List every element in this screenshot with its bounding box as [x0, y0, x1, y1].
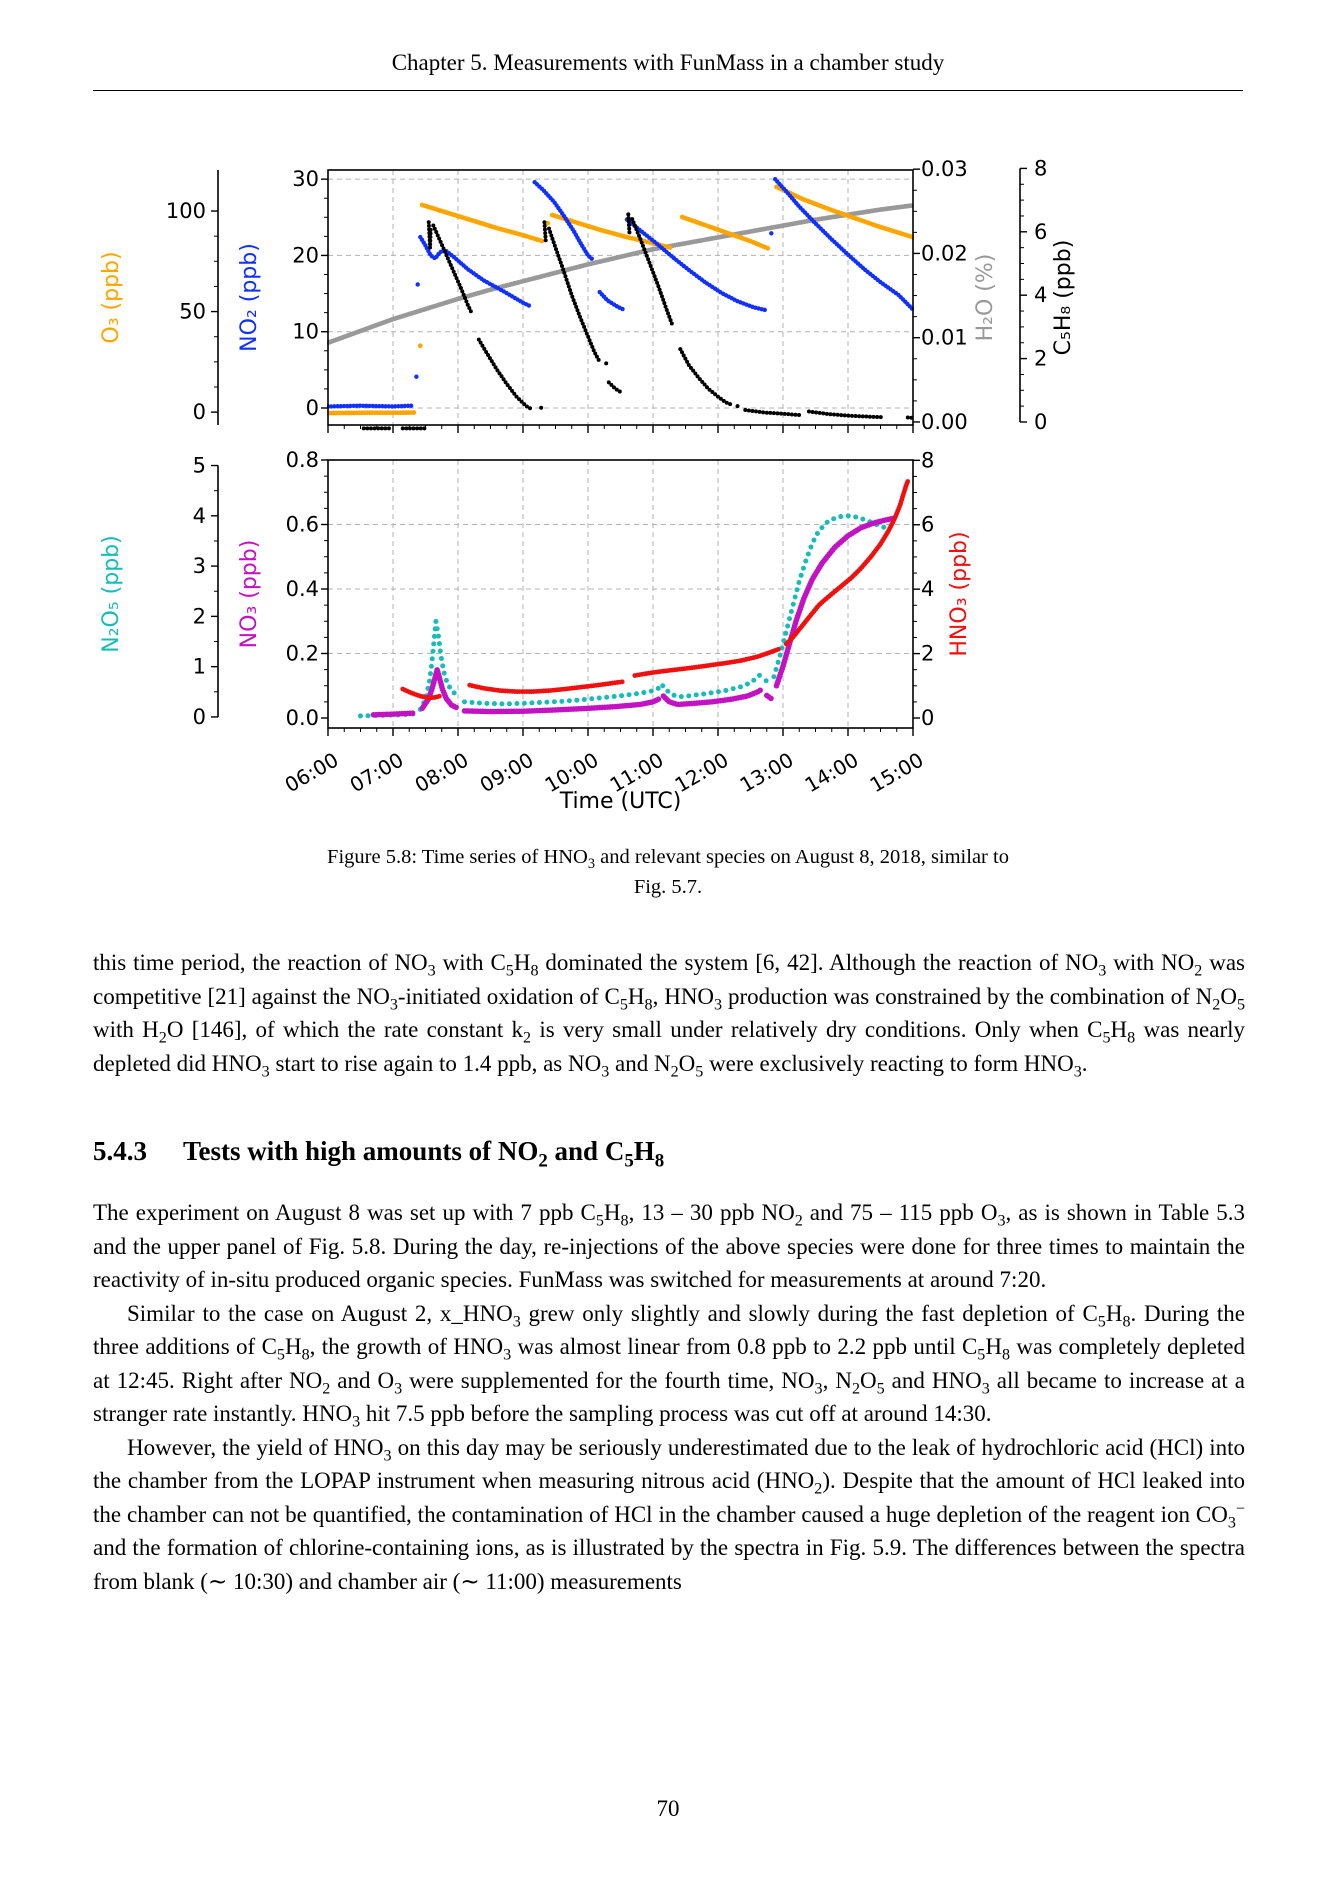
- svg-text:0.0: 0.0: [286, 706, 319, 730]
- section-heading: 5.4.3 Tests with high amounts of NO2 and …: [93, 1132, 1245, 1170]
- svg-text:0: 0: [306, 396, 319, 420]
- svg-text:0.8: 0.8: [286, 448, 319, 472]
- svg-text:06:00: 06:00: [281, 748, 343, 798]
- svg-text:0.00: 0.00: [921, 410, 968, 434]
- svg-text:0.6: 0.6: [286, 513, 319, 537]
- svg-text:Time (UTC): Time (UTC): [559, 789, 682, 814]
- svg-text:0: 0: [1034, 410, 1047, 434]
- svg-text:0: 0: [921, 706, 934, 730]
- svg-text:13:00: 13:00: [736, 748, 798, 798]
- svg-text:0.03: 0.03: [921, 157, 968, 181]
- svg-text:2: 2: [1034, 347, 1047, 371]
- svg-text:HNO₃ (ppb): HNO₃ (ppb): [947, 531, 972, 656]
- svg-text:8: 8: [921, 448, 934, 472]
- svg-text:08:00: 08:00: [411, 748, 473, 798]
- svg-text:0: 0: [193, 400, 206, 424]
- paragraph-1: this time period, the reaction of NO3 wi…: [93, 950, 1246, 1081]
- svg-text:NO₂ (ppb): NO₂ (ppb): [237, 243, 262, 352]
- svg-text:0.2: 0.2: [286, 642, 319, 666]
- svg-text:14:00: 14:00: [801, 748, 863, 798]
- svg-text:0.4: 0.4: [286, 577, 319, 601]
- svg-text:N₂O₅ (ppb): N₂O₅ (ppb): [99, 535, 124, 652]
- svg-text:2: 2: [921, 642, 934, 666]
- svg-text:0.02: 0.02: [921, 241, 968, 265]
- svg-text:NO₃ (ppb): NO₃ (ppb): [237, 540, 262, 649]
- svg-text:4: 4: [193, 504, 206, 528]
- svg-text:2: 2: [193, 604, 206, 628]
- body-text: this time period, the reaction of NO3 wi…: [93, 946, 1245, 1598]
- svg-text:5: 5: [193, 454, 206, 478]
- svg-text:4: 4: [1034, 283, 1047, 307]
- svg-text:0.01: 0.01: [921, 326, 968, 350]
- paragraph-2: The experiment on August 8 was set up wi…: [93, 1200, 1245, 1292]
- svg-text:07:00: 07:00: [346, 748, 408, 798]
- svg-text:4: 4: [921, 577, 934, 601]
- svg-text:8: 8: [1034, 156, 1047, 180]
- svg-text:100: 100: [166, 199, 206, 223]
- svg-text:15:00: 15:00: [866, 748, 928, 798]
- svg-text:C₅H₈ (ppb): C₅H₈ (ppb): [1051, 240, 1076, 356]
- chapter-header: Chapter 5. Measurements with FunMass in …: [93, 50, 1243, 91]
- section-number: 5.4.3: [93, 1136, 147, 1166]
- section-title: Tests with high amounts of NO2 and C5H8: [183, 1136, 665, 1172]
- svg-text:6: 6: [921, 513, 934, 537]
- svg-text:20: 20: [292, 243, 319, 267]
- svg-text:30: 30: [292, 167, 319, 191]
- svg-text:10: 10: [292, 320, 319, 344]
- svg-text:09:00: 09:00: [476, 748, 538, 798]
- svg-text:0: 0: [193, 705, 206, 729]
- figure-caption: Figure 5.8: Time series of HNO3 and rele…: [327, 846, 1009, 898]
- svg-text:O₃ (ppb): O₃ (ppb): [99, 251, 124, 343]
- svg-text:3: 3: [193, 554, 206, 578]
- page-number: 70: [656, 1796, 680, 1821]
- svg-text:H₂O (%): H₂O (%): [973, 254, 998, 342]
- paragraph-4: However, the yield of HNO3 on this day m…: [93, 1434, 1246, 1594]
- paragraph-3: Similar to the case on August 2, x_HNO3 …: [93, 1300, 1246, 1431]
- svg-text:6: 6: [1034, 220, 1047, 244]
- figure-5-8: 0 50 100 O₃ (ppb) 0 10 20 30 NO₂ (ppb) 0.00 0.01 0.…: [0, 100, 1336, 825]
- svg-text:50: 50: [179, 300, 206, 324]
- svg-text:1: 1: [193, 655, 206, 679]
